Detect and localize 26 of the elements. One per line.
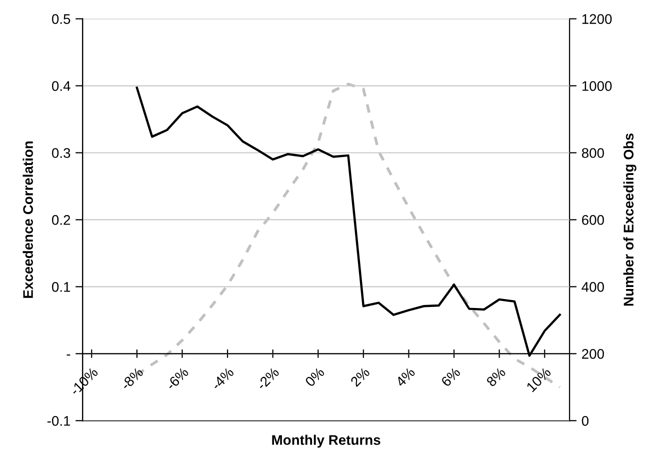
y2-tick-label: 600: [582, 215, 604, 225]
y-tick-label: 0.5: [52, 14, 70, 24]
y-tick-label: 0.4: [52, 81, 70, 91]
y2-tick-label: 1000: [582, 81, 612, 91]
y-tick-label: -: [66, 354, 70, 356]
y-tick-label: 0.2: [52, 215, 70, 225]
y2-axis-title: Number of Exceeding Obs: [623, 133, 636, 306]
x-axis-title: Monthly Returns: [272, 434, 380, 448]
y2-tick-label: 1200: [582, 14, 612, 24]
x-tick-label: -6%: [165, 366, 190, 390]
y-tick-label: 0.1: [52, 282, 70, 292]
y-axis-title: Exceedence Correlation: [22, 141, 33, 298]
x-tick-label: 0%: [304, 366, 325, 388]
x-tick-label: -2%: [256, 366, 280, 390]
x-tick-label: 8%: [486, 366, 506, 388]
y2-tick-label: 400: [582, 282, 604, 292]
x-tick-label: -8%: [120, 366, 144, 390]
x-tick-label: 6%: [440, 366, 461, 388]
y2-tick-label: 0: [582, 416, 589, 426]
y2-tick-label: 200: [582, 349, 604, 359]
y-tick-label: -0.1: [47, 416, 70, 426]
y-tick-label: 0.3: [52, 148, 70, 158]
y2-tick-label: 800: [582, 148, 604, 158]
x-tick-label: 2%: [350, 366, 370, 388]
x-tick-label: -4%: [210, 366, 234, 390]
x-tick-label: 4%: [395, 366, 416, 388]
